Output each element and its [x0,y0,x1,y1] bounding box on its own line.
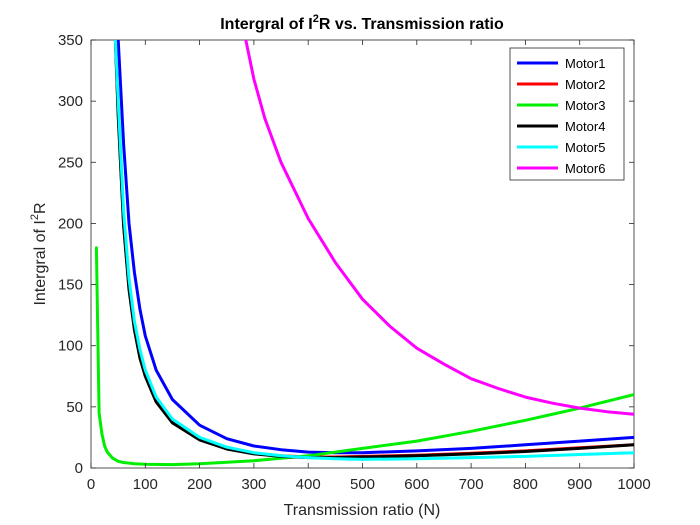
x-tick-label: 600 [404,476,429,493]
y-axis-label: Intergral of I2R [29,202,49,305]
y-tick-label: 200 [58,215,83,232]
series-line-motor3 [94,246,634,467]
y-tick-label: 150 [58,277,83,294]
x-tick-label: 900 [567,476,592,493]
y-tick-label: 300 [58,93,83,110]
y-tick-label: 0 [75,460,83,477]
legend-entry: Motor1 [565,56,605,71]
legend-entry: Motor2 [565,77,605,92]
series-line-motor6 [244,40,634,416]
legend: Motor1 Motor2 Motor3 Motor4 Motor5 Motor6 [509,47,625,181]
x-tick-label: 0 [87,476,95,493]
y-tick-label: 50 [66,399,83,416]
x-tick-label: 700 [459,476,484,493]
series-layer [94,40,634,467]
legend-entry: Motor5 [565,140,605,155]
y-axis: 0 50 100 150 200 250 300 350 [58,32,634,477]
x-tick-label: 1000 [617,476,650,493]
x-axis-label: Transmission ratio (N) [284,502,441,519]
legend-entry: Motor6 [565,161,605,176]
y-tick-label: 350 [58,32,83,49]
y-tick-label: 250 [58,154,83,171]
x-tick-label: 100 [133,476,158,493]
x-tick-label: 300 [241,476,266,493]
legend-entry: Motor3 [565,98,605,113]
x-tick-label: 400 [296,476,321,493]
x-axis: 0 100 200 300 400 500 600 700 800 900 1000 [87,40,651,493]
y-tick-label: 100 [58,338,83,355]
series-line-motor1 [116,40,634,455]
x-tick-label: 500 [350,476,375,493]
legend-box [509,47,625,181]
chart-title: Intergral of I2R vs. Transmission ratio [220,13,504,33]
x-tick-label: 200 [187,476,212,493]
series-line-motor5 [113,40,634,461]
legend-entry: Motor4 [565,119,605,134]
x-tick-label: 800 [513,476,538,493]
